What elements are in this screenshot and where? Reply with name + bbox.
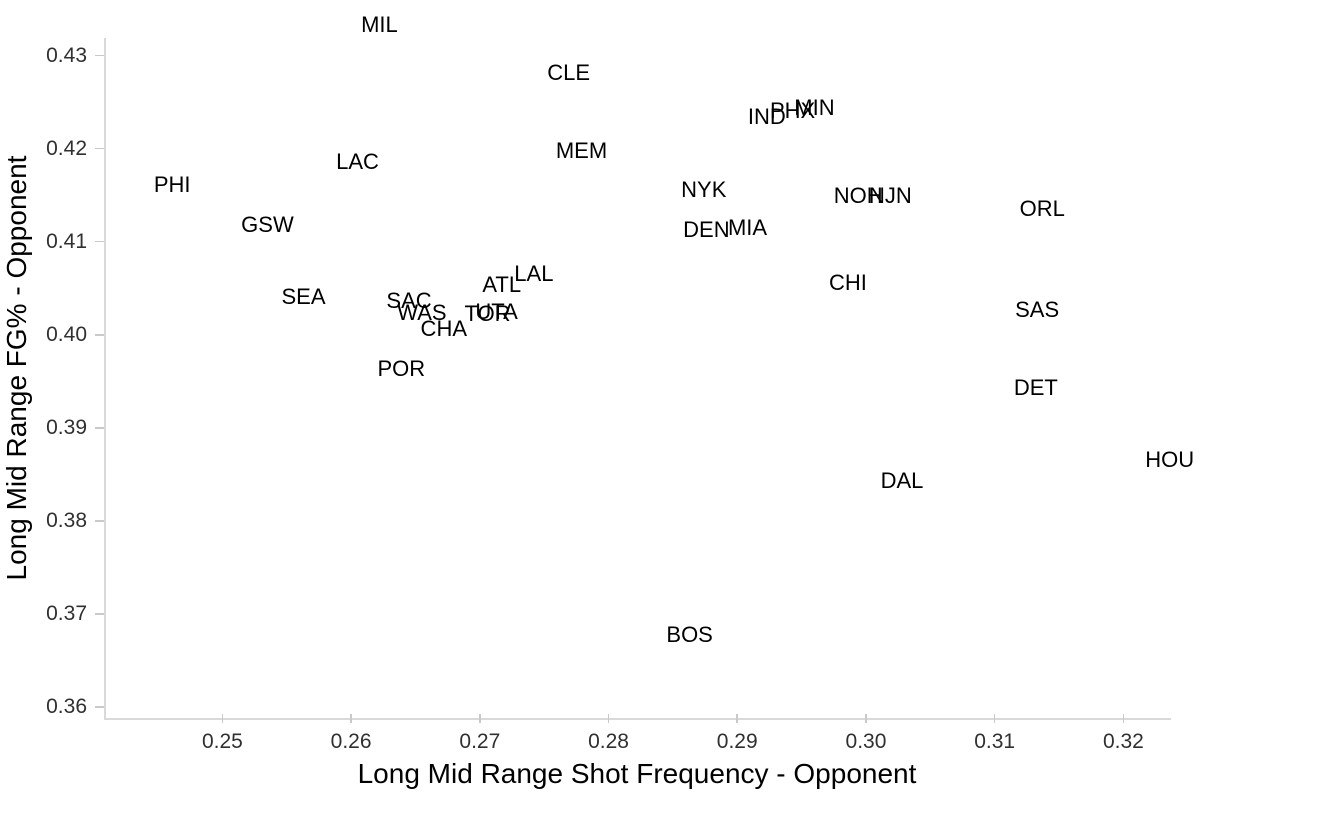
- x-tick-label: 0.31: [974, 730, 1016, 753]
- x-tick-mark: [479, 714, 481, 723]
- point-label-was: WAS: [397, 300, 447, 326]
- x-axis-line: [104, 718, 1171, 720]
- y-tick-mark: [95, 427, 104, 429]
- y-tick-mark: [95, 706, 104, 708]
- x-tick-mark: [221, 714, 224, 723]
- point-label-mia: MIA: [727, 214, 768, 240]
- point-label-sas: SAS: [1015, 296, 1060, 322]
- y-tick-mark: [95, 147, 104, 150]
- point-label-lal: LAL: [514, 261, 554, 287]
- point-label-nyk: NYK: [681, 176, 727, 202]
- y-axis-title: Long Mid Range FG% - Opponent: [1, 155, 32, 581]
- y-tick-mark: [95, 334, 104, 336]
- y-tick-mark: [95, 613, 104, 615]
- y-tick-mark: [95, 520, 104, 522]
- x-axis-title: Long Mid Range Shot Frequency - Opponent: [357, 758, 917, 789]
- y-tick-label: 0.36: [46, 694, 87, 718]
- x-tick-mark: [350, 714, 352, 723]
- x-tick-mark: [865, 714, 867, 723]
- x-tick-mark: [993, 714, 996, 723]
- point-label-uta: UTA: [475, 298, 518, 324]
- y-tick-label: 0.39: [46, 415, 87, 439]
- x-tick-mark: [607, 714, 610, 723]
- point-label-lac: LAC: [336, 148, 379, 174]
- point-label-orl: ORL: [1019, 196, 1065, 222]
- point-label-chi: CHI: [828, 269, 867, 295]
- point-label-sea: SEA: [281, 283, 326, 309]
- x-tick-label: 0.25: [201, 730, 243, 753]
- x-tick-label: 0.27: [459, 730, 501, 753]
- point-label-atl: ATL: [482, 272, 522, 298]
- y-tick-label: 0.41: [46, 229, 87, 253]
- point-label-dal: DAL: [880, 467, 924, 493]
- point-label-mem: MEM: [555, 137, 608, 163]
- point-label-noh: NOH: [833, 183, 883, 209]
- y-axis-line: [104, 38, 106, 719]
- x-tick-mark: [1122, 714, 1125, 723]
- y-tick-label: 0.40: [46, 322, 87, 346]
- x-tick-mark: [736, 714, 738, 723]
- point-label-hou: HOU: [1145, 447, 1195, 473]
- y-tick-label: 0.38: [46, 508, 87, 532]
- y-tick-label: 0.37: [46, 601, 87, 625]
- point-label-gsw: GSW: [241, 211, 294, 237]
- point-label-tor: TOR: [464, 301, 511, 327]
- point-label-bos: BOS: [666, 622, 713, 648]
- point-label-por: POR: [377, 356, 426, 382]
- y-tick-label: 0.42: [46, 136, 87, 160]
- x-tick-label: 0.30: [845, 730, 887, 753]
- point-label-cle: CLE: [547, 60, 591, 86]
- point-label-den: DEN: [683, 216, 730, 242]
- x-tick-label: 0.29: [716, 730, 758, 753]
- point-label-mil: MIL: [361, 11, 398, 37]
- y-tick-mark: [95, 240, 104, 243]
- x-tick-label: 0.26: [330, 730, 372, 753]
- y-tick-mark: [95, 54, 104, 57]
- point-label-min: MIN: [794, 94, 835, 120]
- point-label-njn: NJN: [869, 183, 912, 209]
- x-tick-label: 0.32: [1102, 730, 1144, 753]
- point-label-phi: PHI: [153, 171, 191, 197]
- point-label-sac: SAC: [386, 288, 432, 314]
- point-label-cha: CHA: [420, 316, 468, 342]
- y-tick-label: 0.43: [46, 43, 87, 67]
- point-label-ind: IND: [747, 104, 786, 130]
- point-label-phx: PHX: [769, 98, 816, 124]
- point-label-det: DET: [1013, 374, 1058, 400]
- x-tick-label: 0.28: [588, 730, 629, 753]
